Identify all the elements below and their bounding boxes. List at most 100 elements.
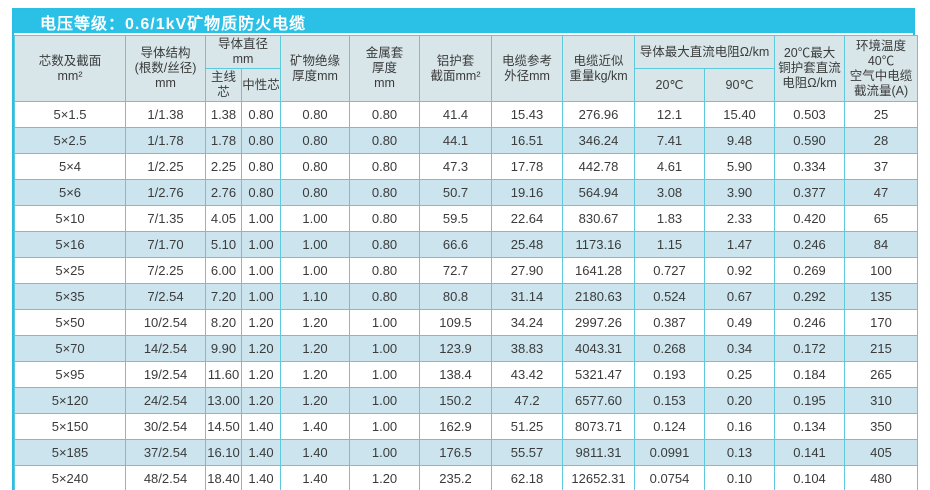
table-cell: 6.00 bbox=[205, 257, 242, 284]
table-cell: 0.193 bbox=[634, 361, 706, 388]
table-cell: 0.25 bbox=[704, 361, 776, 388]
table-cell: 50.7 bbox=[419, 179, 493, 206]
table-cell: 0.80 bbox=[349, 257, 421, 284]
table-cell: 1.00 bbox=[280, 205, 351, 232]
table-title-bar: 电压等级：0.6/1kV矿物质防火电缆 bbox=[14, 10, 913, 35]
table-cell: 1.20 bbox=[240, 361, 282, 388]
col-header-copper-sheath-dc-resistance: 20℃最大 铜护套直流 电阻Ω/km bbox=[774, 35, 846, 102]
table-cell: 0.34 bbox=[704, 335, 776, 362]
table-cell: 0.727 bbox=[634, 257, 706, 284]
col-header-conductor-diameter: 导体直径 mm bbox=[204, 35, 282, 69]
table-row: 5×185 37/2.54 16.10 1.40 1.40 1.00 176.5 55.57 9… bbox=[14, 439, 919, 466]
table-cell: 0.0754 bbox=[634, 465, 706, 490]
table-cell: 0.10 bbox=[704, 465, 776, 490]
table-cell: 34.24 bbox=[491, 309, 564, 336]
col-subheader-90c: 90℃ bbox=[704, 68, 776, 102]
table-cell: 5×95 bbox=[14, 361, 126, 388]
table-cell: 1.40 bbox=[240, 465, 282, 490]
table-cell: 5×70 bbox=[14, 335, 126, 362]
table-cell: 0.377 bbox=[774, 179, 846, 206]
table-cell: 0.13 bbox=[704, 439, 776, 466]
table-cell: 24/2.54 bbox=[125, 387, 206, 414]
table-cell: 1.00 bbox=[349, 309, 421, 336]
table-cell: 1.40 bbox=[240, 413, 282, 440]
table-cell: 7.20 bbox=[205, 283, 242, 310]
table-cell: 235.2 bbox=[419, 465, 493, 490]
table-cell: 0.80 bbox=[280, 179, 351, 206]
table-cell: 7/2.54 bbox=[125, 283, 206, 310]
table-cell: 1.00 bbox=[280, 257, 351, 284]
table-cell: 0.134 bbox=[774, 413, 846, 440]
table-cell: 1641.28 bbox=[562, 257, 636, 284]
table-cell: 215 bbox=[844, 335, 919, 362]
table-cell: 25 bbox=[844, 101, 919, 128]
table-cell: 1.20 bbox=[240, 309, 282, 336]
table-cell: 1.38 bbox=[205, 101, 242, 128]
table-cell: 1.00 bbox=[280, 231, 351, 258]
table-cell: 8.20 bbox=[205, 309, 242, 336]
table-cell: 0.195 bbox=[774, 387, 846, 414]
table-cell: 276.96 bbox=[562, 101, 636, 128]
col-header-aluminum-sheath-section: 铝护套 截面mm² bbox=[419, 35, 493, 102]
table-cell: 0.334 bbox=[774, 153, 846, 180]
table-cell: 5×2.5 bbox=[14, 127, 126, 154]
table-cell: 5×10 bbox=[14, 205, 126, 232]
table-cell: 0.0991 bbox=[634, 439, 706, 466]
table-cell: 15.43 bbox=[491, 101, 564, 128]
table-cell: 123.9 bbox=[419, 335, 493, 362]
table-cell: 14.50 bbox=[205, 413, 242, 440]
table-cell: 0.503 bbox=[774, 101, 846, 128]
table-cell: 2997.26 bbox=[562, 309, 636, 336]
table-cell: 1/1.78 bbox=[125, 127, 206, 154]
table-cell: 66.6 bbox=[419, 231, 493, 258]
table-cell: 16.51 bbox=[491, 127, 564, 154]
table-cell: 5×25 bbox=[14, 257, 126, 284]
table-cell: 14/2.54 bbox=[125, 335, 206, 362]
table-cell: 0.184 bbox=[774, 361, 846, 388]
table-cell: 37 bbox=[844, 153, 919, 180]
table-cell: 9.90 bbox=[205, 335, 242, 362]
table-cell: 0.124 bbox=[634, 413, 706, 440]
col-subheader-20c: 20℃ bbox=[634, 68, 706, 102]
table-cell: 150.2 bbox=[419, 387, 493, 414]
table-cell: 5×4 bbox=[14, 153, 126, 180]
table-cell: 0.80 bbox=[240, 127, 282, 154]
table-cell: 1.00 bbox=[240, 257, 282, 284]
table-row: 5×25 7/2.25 6.00 1.00 1.00 0.80 72.7 27.90 1641.… bbox=[14, 257, 919, 284]
table-cell: 1/1.38 bbox=[125, 101, 206, 128]
table-cell: 31.14 bbox=[491, 283, 564, 310]
table-cell: 1.00 bbox=[240, 231, 282, 258]
table-cell: 65 bbox=[844, 205, 919, 232]
table-cell: 19.16 bbox=[491, 179, 564, 206]
table-cell: 1.15 bbox=[634, 231, 706, 258]
table-cell: 62.18 bbox=[491, 465, 564, 490]
table-cell: 1.20 bbox=[240, 387, 282, 414]
table-cell: 0.80 bbox=[349, 153, 421, 180]
table-cell: 15.40 bbox=[704, 101, 776, 128]
table-cell: 0.80 bbox=[240, 153, 282, 180]
table-cell: 135 bbox=[844, 283, 919, 310]
table-cell: 4.61 bbox=[634, 153, 706, 180]
table-cell: 0.80 bbox=[349, 205, 421, 232]
table-cell: 12652.31 bbox=[562, 465, 636, 490]
col-header-approx-weight: 电缆近似 重量kg/km bbox=[562, 35, 636, 102]
table-cell: 1.40 bbox=[240, 439, 282, 466]
table-cell: 22.64 bbox=[491, 205, 564, 232]
table-cell: 2.33 bbox=[704, 205, 776, 232]
table-cell: 0.420 bbox=[774, 205, 846, 232]
table-cell: 0.67 bbox=[704, 283, 776, 310]
table-cell: 1.00 bbox=[240, 205, 282, 232]
table-cell: 0.80 bbox=[240, 101, 282, 128]
table-cell: 0.246 bbox=[774, 309, 846, 336]
table-row: 5×16 7/1.70 5.10 1.00 1.00 0.80 66.6 25.48 1173.… bbox=[14, 231, 919, 258]
table-cell: 1/2.76 bbox=[125, 179, 206, 206]
table-cell: 5×1.5 bbox=[14, 101, 126, 128]
table-cell: 1/2.25 bbox=[125, 153, 206, 180]
table-cell: 80.8 bbox=[419, 283, 493, 310]
table-cell: 43.42 bbox=[491, 361, 564, 388]
cable-spec-table: 芯数及截面 mm² 导体结构 (根数/丝径) mm 导体直径 mm 矿物绝缘 厚… bbox=[14, 35, 919, 490]
table-cell: 1.20 bbox=[349, 465, 421, 490]
table-row: 5×240 48/2.54 18.40 1.40 1.40 1.20 235.2 62.18 1… bbox=[14, 465, 919, 490]
table-cell: 0.49 bbox=[704, 309, 776, 336]
table-cell: 0.92 bbox=[704, 257, 776, 284]
